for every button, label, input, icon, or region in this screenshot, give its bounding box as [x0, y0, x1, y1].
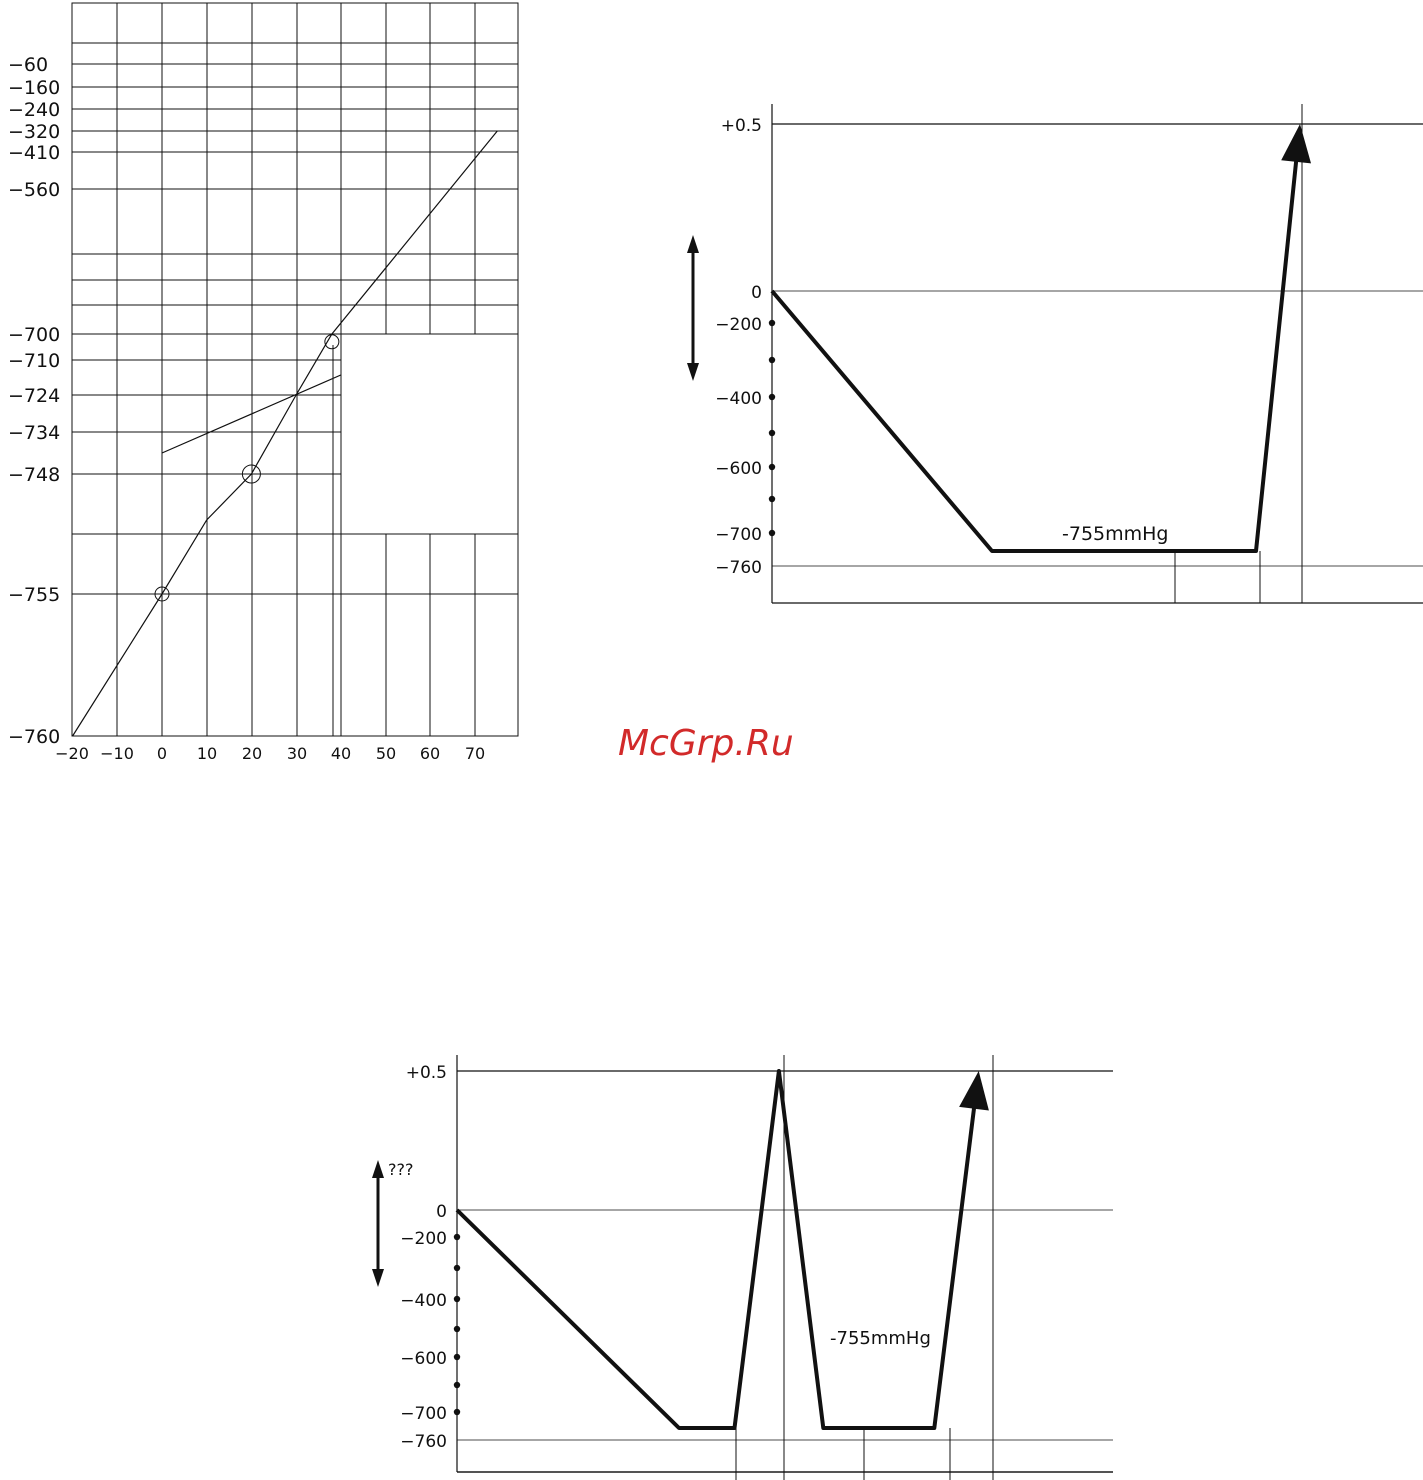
- chart-2-y-tick-label: −700: [715, 525, 762, 545]
- chart-1-y-tick-label: −60: [8, 54, 48, 76]
- chart-2-y-tick-label: +0.5: [721, 116, 762, 136]
- chart-2-y-tick-label: −760: [715, 558, 762, 578]
- chart-1-y-tick-label: −410: [8, 142, 60, 164]
- chart-1-frame: [71, 2, 519, 737]
- watermark: McGrp.Ru: [618, 723, 794, 764]
- chart-2-axis-dot: [768, 429, 776, 437]
- chart-3-y-tick-label: −760: [400, 1432, 447, 1452]
- chart-1-y-tick-label: −755: [8, 584, 60, 606]
- chart-1-x-tick-label: 60: [420, 744, 440, 763]
- chart-1-y-tick-label: −700: [8, 324, 60, 346]
- chart-2-axis-dot: [768, 463, 776, 471]
- chart-1-temperature-pressure: −60−160−240−320−410 −560 −700 −710 −724 −734 −…: [8, 2, 519, 763]
- chart-3-y-tick-label: 0: [436, 1202, 447, 1222]
- chart-3-double-arrow-head: [372, 1269, 384, 1287]
- chart-1-x-tick-label: 70: [465, 744, 485, 763]
- chart-1-x-tick-label: 0: [157, 744, 167, 763]
- chart-2-axis-dot: [768, 393, 776, 401]
- chart-1-y-tick-label: −748: [8, 464, 60, 486]
- chart-3-axes: [372, 1055, 1113, 1480]
- chart-1-y-tick-label: −160: [8, 77, 60, 99]
- chart-2-y-tick-label: 0: [751, 283, 762, 303]
- chart-1-y-tick-labels: −60−160−240−320−410 −560 −700 −710 −724 −734 −…: [8, 54, 60, 748]
- chart-3-axis-dot: [453, 1381, 461, 1389]
- chart-3-pressure-line: [455, 1069, 978, 1430]
- chart-1-y-tick-label: −760: [8, 726, 60, 748]
- chart-1-x-tick-label: 30: [287, 744, 307, 763]
- chart-3-double-arrow-head: [372, 1160, 384, 1178]
- chart-1-y-tick-label: −320: [8, 121, 60, 143]
- chart-2-series: [770, 124, 1312, 553]
- chart-2-y-tick-label: −200: [715, 315, 762, 335]
- chart-2-pressure-cycle-single: +0.5 0 −200 −400 −600 −700 −760 -755mmHg: [687, 104, 1423, 604]
- chart-2-double-arrow-head: [687, 235, 699, 253]
- chart-3-arrow-label: ???: [388, 1160, 413, 1179]
- chart-1-series-line-1: [72, 130, 498, 737]
- chart-2-double-arrow-head: [687, 363, 699, 381]
- chart-1-y-tick-label: −724: [8, 385, 60, 407]
- chart-1-x-tick-label: 40: [331, 744, 351, 763]
- chart-2-y-tick-label: −600: [715, 459, 762, 479]
- chart-1-series-line-2: [161, 374, 342, 454]
- chart-1-y-tick-label: −240: [8, 99, 60, 121]
- chart-3-end-arrowhead: [959, 1071, 989, 1111]
- chart-2-annotation: -755mmHg: [1062, 523, 1169, 545]
- chart-3-axis-dot: [453, 1353, 461, 1361]
- chart-2-pressure-line: [770, 151, 1300, 553]
- chart-3-axis-dot: [453, 1325, 461, 1333]
- chart-1-x-tick-label: 10: [197, 744, 217, 763]
- chart-2-axis-dot: [768, 319, 776, 327]
- chart-1-marker: [324, 334, 340, 350]
- chart-3-axis-dot: [453, 1264, 461, 1272]
- chart-3-pressure-cycle-double: +0.5 0 −200 −400 −600 −700 −760 ??? -755mmHg: [372, 1055, 1113, 1480]
- chart-3-axis-dot: [453, 1408, 461, 1416]
- chart-1-x-tick-label: −20: [55, 744, 89, 763]
- chart-3-y-tick-label: +0.5: [406, 1063, 447, 1083]
- chart-1-series: [72, 130, 498, 737]
- chart-3-series: [455, 1069, 989, 1430]
- chart-1-x-tick-label: 20: [242, 744, 262, 763]
- chart-2-y-tick-labels: +0.5 0 −200 −400 −600 −700 −760: [715, 116, 762, 578]
- chart-1-y-tick-label: −734: [8, 422, 60, 444]
- chart-3-axis-dot: [453, 1295, 461, 1303]
- chart-1-y-tick-label: −560: [8, 179, 60, 201]
- chart-3-annotation: -755mmHg: [830, 1328, 931, 1349]
- chart-1-marker: [241, 464, 261, 484]
- chart-2-axes: [687, 104, 1423, 604]
- chart-2-end-arrowhead: [1281, 124, 1312, 164]
- chart-2-axis-dot: [768, 529, 776, 537]
- chart-2-axis-dot: [768, 356, 776, 364]
- chart-3-axis-dot: [453, 1233, 461, 1241]
- chart-3-y-tick-label: −200: [400, 1229, 447, 1249]
- chart-1-grid: [71, 2, 519, 737]
- chart-1-marker: [154, 586, 170, 602]
- chart-1-y-tick-label: −710: [8, 350, 60, 372]
- chart-2-y-tick-label: −400: [715, 389, 762, 409]
- chart-3-y-tick-label: −700: [400, 1404, 447, 1424]
- chart-3-y-tick-label: −600: [400, 1349, 447, 1369]
- chart-3-y-tick-labels: +0.5 0 −200 −400 −600 −700 −760: [400, 1063, 447, 1452]
- chart-3-y-tick-label: −400: [400, 1291, 447, 1311]
- chart-1-x-tick-label: 50: [376, 744, 396, 763]
- chart-1-x-tick-labels: −20 −10 0 10 20 30 40 50 60 70: [55, 744, 485, 763]
- chart-2-axis-dot: [768, 495, 776, 503]
- chart-1-x-tick-label: −10: [100, 744, 134, 763]
